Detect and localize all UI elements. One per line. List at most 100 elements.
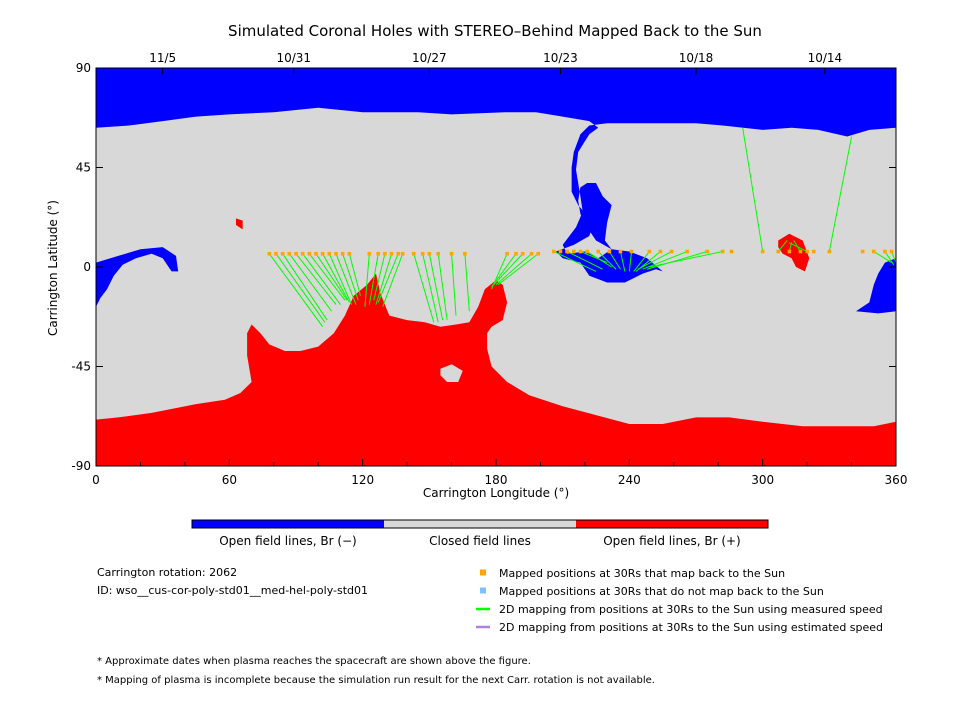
mapping-line-46 [777,240,788,252]
colorbar-segment-0 [192,520,384,528]
mapping-line-40 [637,251,672,270]
open-negative-region-1 [96,247,179,307]
note-dates: * Approximate dates when plasma reaches … [97,656,531,667]
colorbar-segment-2 [576,520,768,528]
mapped-point-19 [411,251,416,256]
x-tick-label: 180 [485,473,508,487]
x-tick-label: 120 [351,473,374,487]
mapping-line-34 [597,251,617,270]
legend-label-2: 2D mapping from positions at 30Rs to the… [499,603,883,616]
y-tick-label: 0 [83,260,91,274]
mapping-line-21 [428,253,444,321]
mapped-point-36 [596,249,601,254]
open-positive-region-2 [778,233,810,272]
open-negative-region-0 [96,68,896,283]
mapped-point-53 [827,249,832,254]
mapping-line-18 [382,253,404,307]
open-positive-region-0 [96,273,896,466]
mapped-point-51 [805,249,809,254]
closed-island-0 [440,364,463,382]
x-tick-label: 360 [885,473,908,487]
legend-label-3: 2D mapping from positions at 30Rs to the… [499,621,883,634]
mapped-point-43 [685,249,689,254]
mapping-line-28 [495,253,532,286]
mapping-line-24 [464,253,470,312]
x-axis-label: Carrington Longitude (°) [423,486,569,500]
mapping-line-35 [608,251,621,270]
legend-label-1: Mapped positions at 30Rs that do not map… [499,585,824,598]
mapped-point-13 [367,251,372,256]
mapping-line-29 [497,253,539,286]
mapping-line-27 [493,253,524,286]
legend: Mapped positions at 30Rs that map back t… [476,567,883,634]
mapped-point-56 [883,249,887,254]
mapping-line-8 [322,253,350,303]
top-date-label: 10/27 [412,51,447,65]
mapping-line-45 [828,136,853,252]
mapping-line-0 [268,253,324,327]
top-date-label: 10/14 [808,51,843,65]
mapped-point-15 [383,251,387,256]
mapping-line-3 [288,253,332,312]
mapping-line-15 [373,253,386,301]
mapped-point-10 [334,251,338,256]
x-tick-label: 240 [618,473,641,487]
colorbar-label-0: Open field lines, Br (−) [219,534,357,548]
mapping-line-43 [649,251,723,268]
mapping-line-16 [375,253,393,305]
mapped-point-40 [647,249,652,254]
mapping-line-11 [342,253,359,301]
chart-title: Simulated Coronal Holes with STEREO–Behi… [228,22,762,40]
top-date-label: 10/31 [276,51,311,65]
mapped-point-7 [314,251,318,256]
mapped-point-41 [658,249,663,254]
x-tick-label: 300 [751,473,774,487]
mapping-line-31 [566,251,603,270]
mapping-line-14 [368,253,379,305]
mapped-point-27 [520,251,525,256]
mapping-line-30 [553,251,597,272]
mapping-line-32 [580,251,608,264]
mapping-line-38 [633,251,650,272]
mapping-line-49 [789,242,808,252]
mapped-point-31 [558,249,563,254]
mapping-line-1 [275,253,326,323]
mapping-line-50 [873,251,892,264]
mapping-line-42 [646,251,708,270]
mapped-point-45 [720,249,725,254]
top-date-label: 11/5 [149,51,176,65]
mapping-line-12 [348,253,361,296]
mapped-point-2 [280,251,285,256]
mapped-point-6 [307,251,312,256]
carrington-rotation: Carrington rotation: 2062 [97,566,238,579]
mapped-point-12 [347,251,352,256]
legend-label-0: Mapped positions at 30Rs that map back t… [499,567,785,580]
mapping-line-7 [315,253,348,301]
mapped-point-28 [529,251,534,256]
open-positive-region-1 [236,218,243,230]
mapped-point-50 [798,249,803,254]
mapping-line-23 [451,253,457,316]
simulation-id: ID: wso__cus-cor-poly-std01__med-hel-pol… [97,584,369,597]
colorbar-segment-1 [384,520,576,528]
mapping-line-33 [586,251,612,268]
mapping-line-13 [364,253,370,307]
mapping-line-20 [422,253,439,323]
mapped-point-44 [705,249,709,254]
mapped-point-35 [585,249,589,254]
legend-marker-1 [480,587,486,594]
mapped-point-9 [327,251,332,256]
mapped-point-20 [420,251,425,256]
mapped-point-33 [571,249,576,254]
colorbar-label-2: Open field lines, Br (+) [603,534,741,548]
mapped-point-48 [776,249,781,254]
mapped-point-47 [760,249,765,254]
plot-area [96,68,897,466]
mapped-point-42 [669,249,674,254]
axes: 0 60 120 180 240 300 360 -90 -45 0 45 90 11/5 10/31 10… [71,51,907,487]
mapped-point-39 [629,249,634,254]
mapping-line-37 [628,251,633,272]
mapped-point-3 [287,251,292,256]
mapped-point-57 [889,249,894,254]
